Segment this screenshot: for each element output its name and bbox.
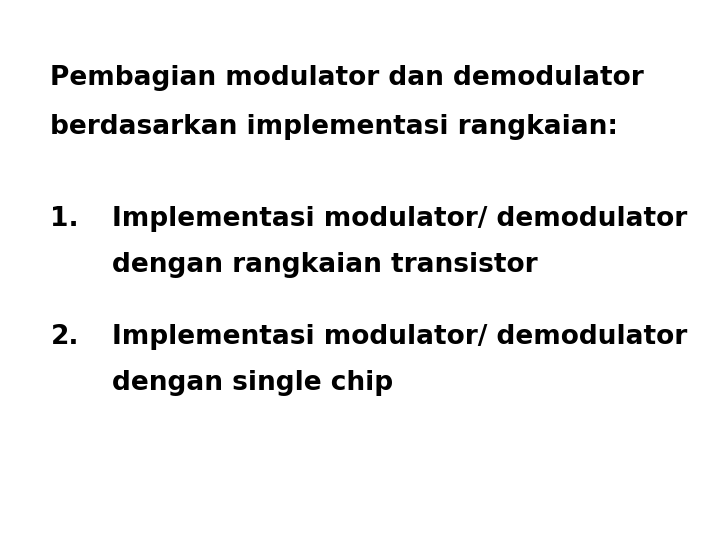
Text: dengan rangkaian transistor: dengan rangkaian transistor xyxy=(112,252,537,278)
Text: 2.: 2. xyxy=(50,325,79,350)
Text: 1.: 1. xyxy=(50,206,79,232)
Text: Implementasi modulator/ demodulator: Implementasi modulator/ demodulator xyxy=(112,206,687,232)
Text: dengan single chip: dengan single chip xyxy=(112,370,392,396)
Text: berdasarkan implementasi rangkaian:: berdasarkan implementasi rangkaian: xyxy=(50,114,618,140)
Text: Implementasi modulator/ demodulator: Implementasi modulator/ demodulator xyxy=(112,325,687,350)
Text: Pembagian modulator dan demodulator: Pembagian modulator dan demodulator xyxy=(50,65,644,91)
